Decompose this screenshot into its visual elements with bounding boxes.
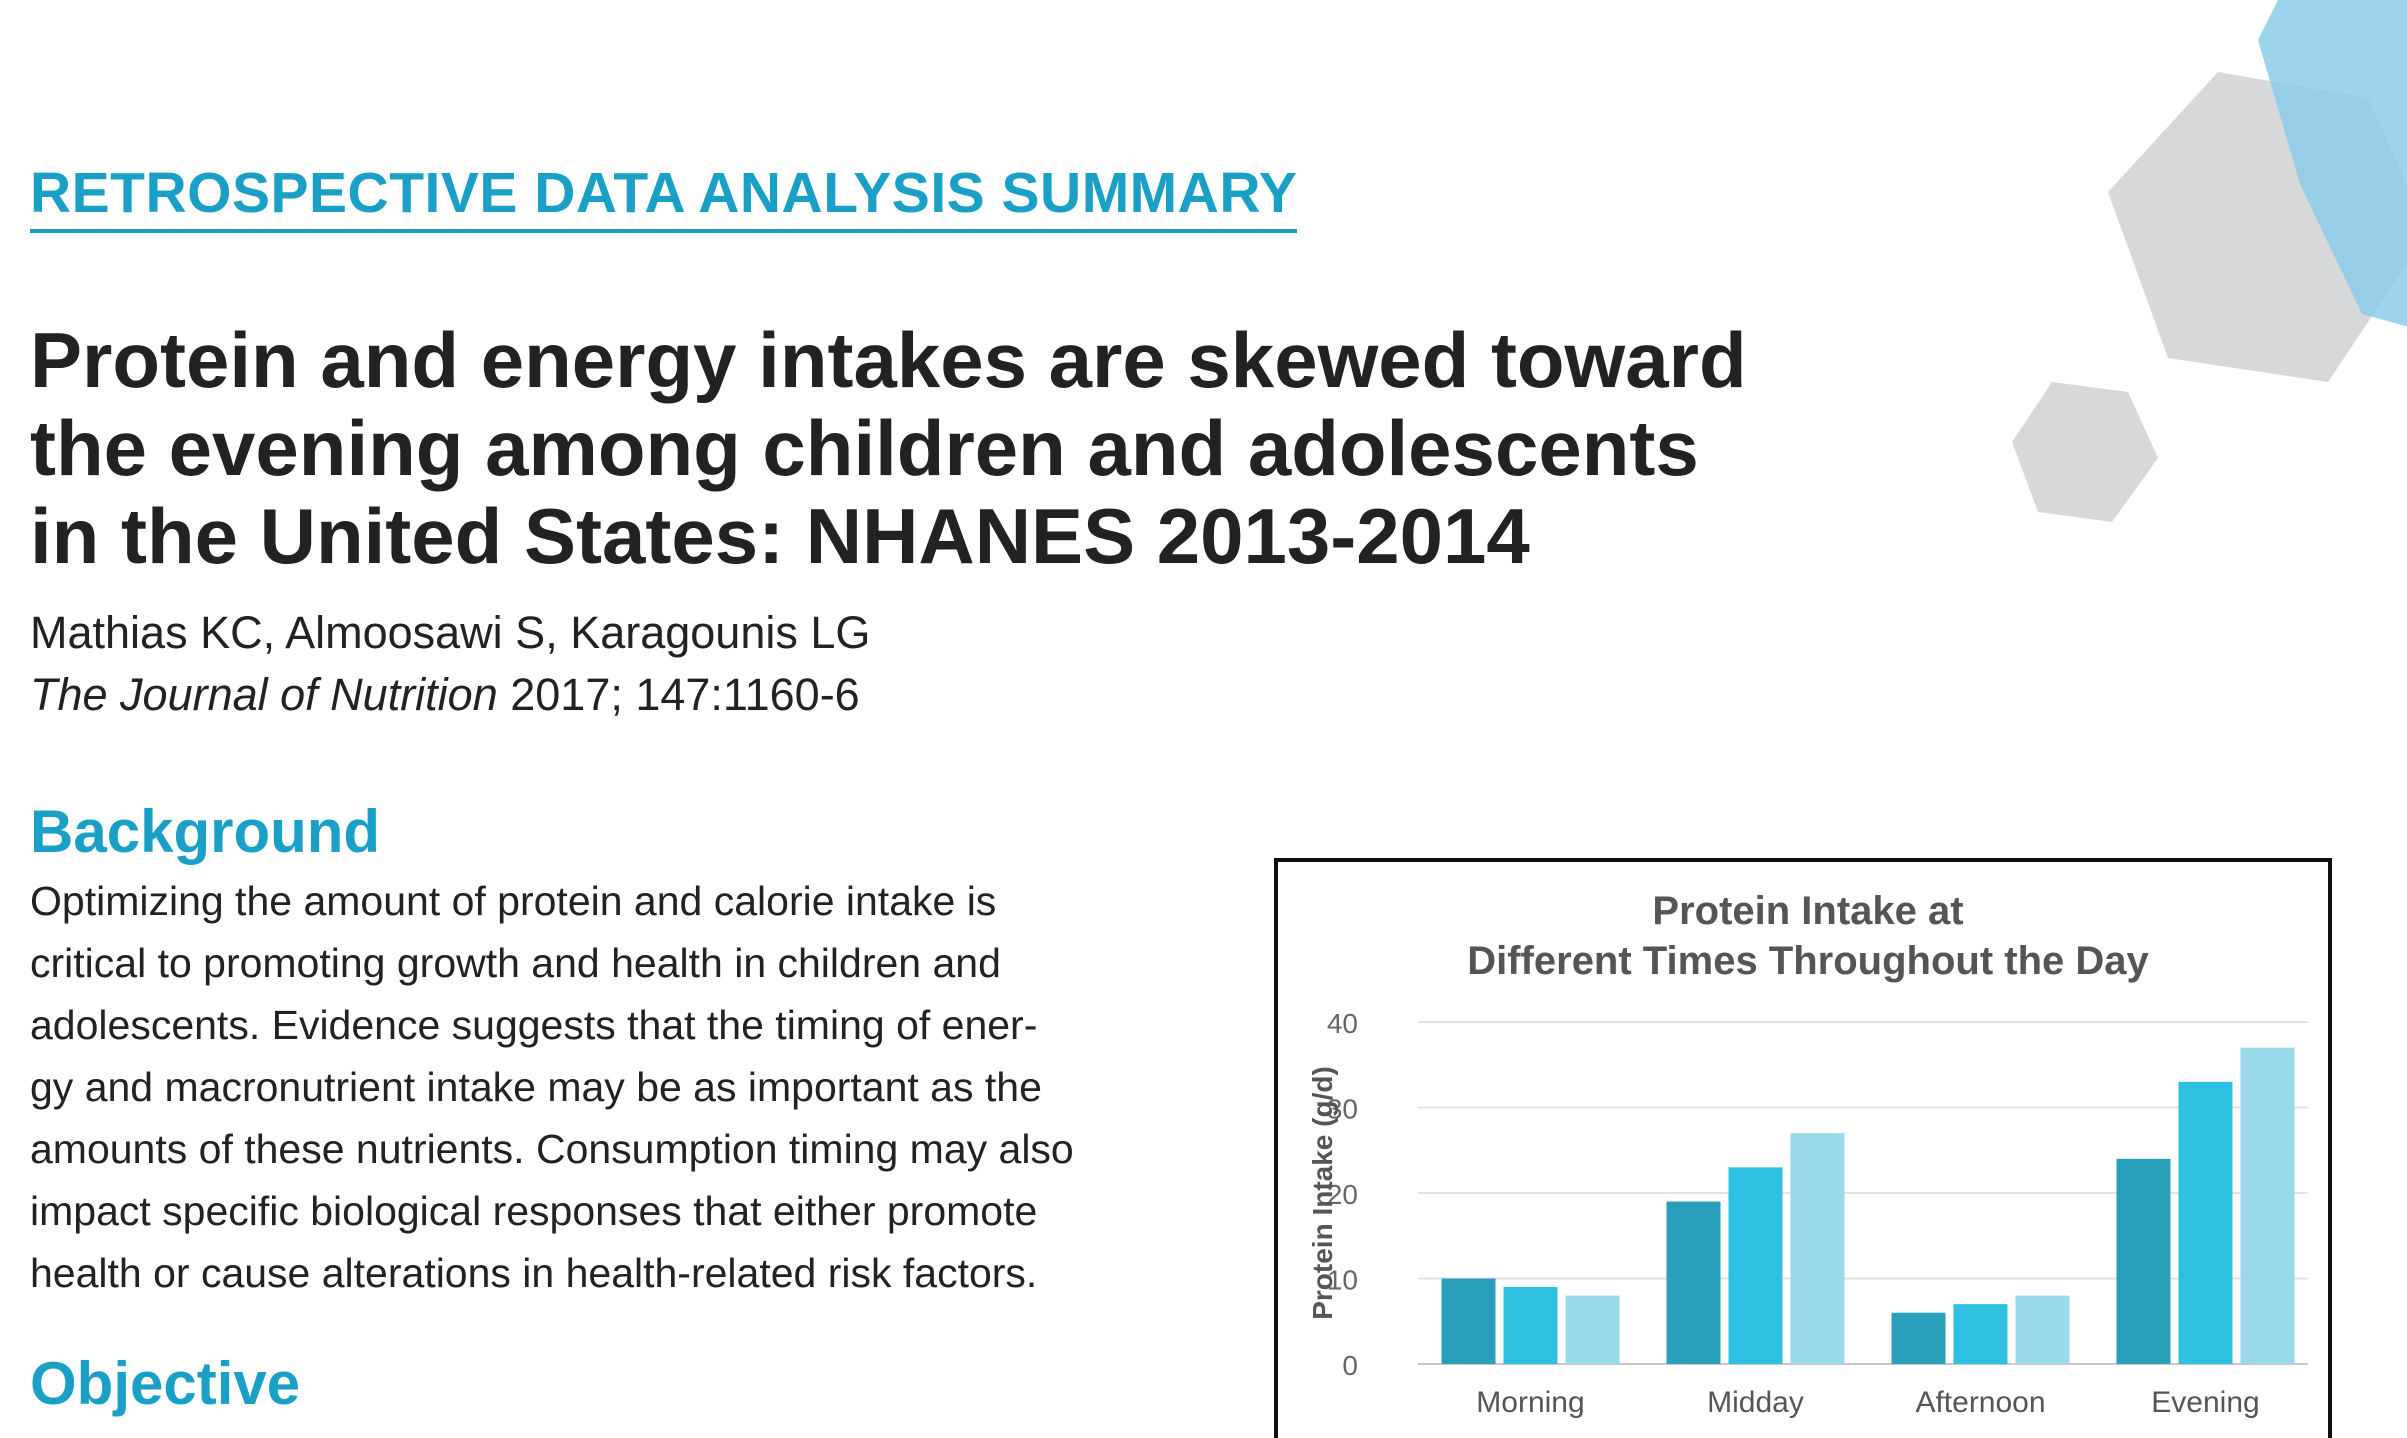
bar-midday-1 xyxy=(1666,1201,1721,1364)
journal-citation: The Journal of Nutrition 2017; 147:1160-… xyxy=(30,664,860,726)
paragraph-line: adolescents. Evidence suggests that the … xyxy=(30,1002,1038,1048)
y-tick-label: 0 xyxy=(1342,1350,1358,1381)
objective-heading: Objective xyxy=(30,1350,301,1417)
bar-morning-3 xyxy=(1565,1295,1620,1364)
page-title: Protein and energy intakes are skewed to… xyxy=(30,316,1747,580)
paragraph-line: gy and macronutrient intake may be as im… xyxy=(30,1064,1042,1110)
authors: Mathias KC, Almoosawi S, Karagounis LG xyxy=(30,607,871,658)
paragraph-line: Optimizing the amount of protein and cal… xyxy=(30,878,997,924)
journal-name: The Journal of Nutrition xyxy=(30,669,498,720)
hexagon-gray-small xyxy=(2012,382,2158,522)
paragraph-line: impact specific biological responses tha… xyxy=(30,1188,1038,1234)
y-tick-label: 10 xyxy=(1327,1265,1358,1296)
x-tick-label: Midday xyxy=(1707,1386,1804,1419)
bar-midday-3 xyxy=(1790,1133,1845,1364)
y-tick-label: 20 xyxy=(1327,1179,1358,1210)
x-tick-label: Morning xyxy=(1476,1386,1584,1419)
section-kicker: RETROSPECTIVE DATA ANALYSIS SUMMARY xyxy=(30,162,1298,233)
y-axis-label: Protein Intake (g/d) xyxy=(1307,1066,1338,1320)
bar-midday-2 xyxy=(1728,1167,1783,1364)
title-line: the evening among children and adolescen… xyxy=(30,404,1699,492)
y-tick-label: 30 xyxy=(1327,1094,1358,1125)
bar-morning-1 xyxy=(1441,1278,1496,1364)
background-paragraph: Optimizing the amount of protein and cal… xyxy=(30,870,1074,1304)
bar-afternoon-3 xyxy=(2015,1295,2070,1364)
background-heading: Background xyxy=(30,798,381,865)
title-line: in the United States: NHANES 2013-2014 xyxy=(30,492,1530,580)
bar-morning-2 xyxy=(1503,1287,1558,1364)
bar-evening-1 xyxy=(2116,1158,2171,1364)
journal-volume: 2017; 147:1160-6 xyxy=(497,669,860,720)
chart-title-line: Protein Intake at xyxy=(1652,889,1963,933)
bar-afternoon-1 xyxy=(1891,1312,1946,1364)
x-tick-label: Afternoon xyxy=(1915,1386,2045,1419)
chart-title-line: Different Times Throughout the Day xyxy=(1467,939,2149,983)
chart-canvas: Protein Intake at Different Times Through… xyxy=(1307,889,2308,1419)
title-line: Protein and energy intakes are skewed to… xyxy=(30,316,1747,404)
protein-intake-chart: Protein Intake at Different Times Through… xyxy=(1274,858,2332,1438)
y-tick-label: 40 xyxy=(1327,1008,1358,1039)
bar-evening-3 xyxy=(2240,1047,2295,1364)
x-tick-label: Evening xyxy=(2151,1386,2259,1419)
paragraph-line: amounts of these nutrients. Consumption … xyxy=(30,1126,1074,1172)
paragraph-line: critical to promoting growth and health … xyxy=(30,940,1001,986)
paragraph-line: health or cause alterations in health-re… xyxy=(30,1250,1038,1296)
hexagon-blue xyxy=(2258,0,2407,327)
bar-afternoon-2 xyxy=(1953,1304,2008,1364)
bar-evening-2 xyxy=(2178,1081,2233,1364)
